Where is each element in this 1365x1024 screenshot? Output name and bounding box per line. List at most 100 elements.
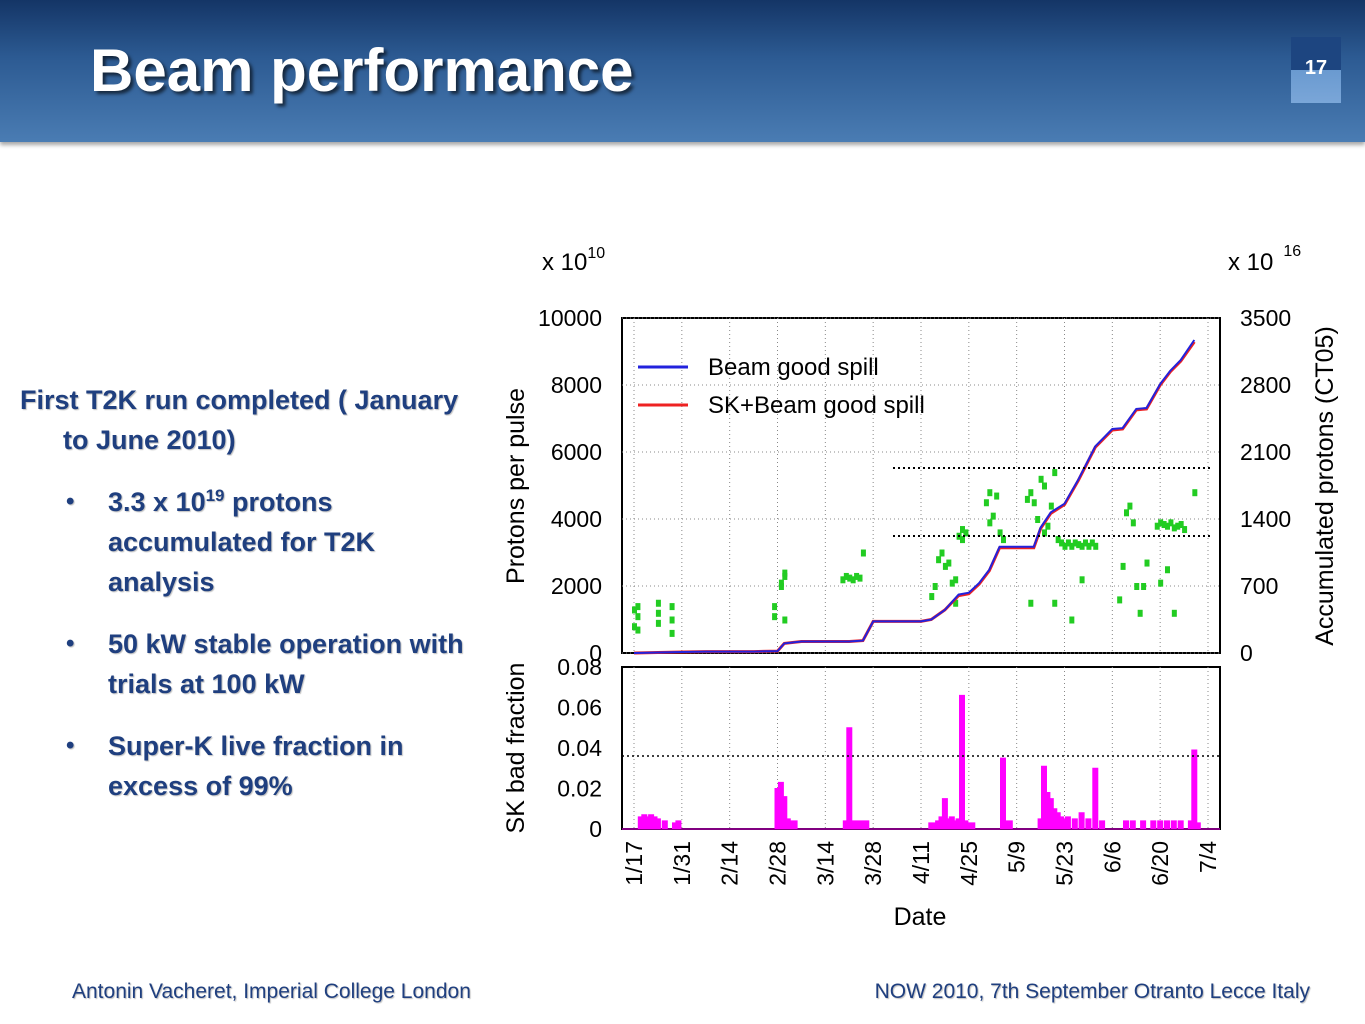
ppp-point [1120, 562, 1126, 570]
date-tick-label: 3/28 [860, 841, 886, 886]
date-tick-label: 4/11 [908, 841, 934, 884]
ppp-point [782, 569, 788, 577]
ppp-point [1182, 526, 1188, 534]
ppp-point [1042, 529, 1047, 537]
ppp-point [1171, 609, 1177, 617]
ppp-point [1144, 559, 1150, 567]
date-tick-label: 2/14 [717, 841, 743, 886]
ppp-point [840, 576, 846, 584]
ppp-point [857, 574, 863, 582]
ppp-point [1171, 524, 1177, 532]
ppp-point [655, 609, 661, 617]
sk-y-axis-label: SK bad fraction [502, 663, 530, 834]
ppp-point [1086, 542, 1092, 550]
ppp-point [994, 492, 1000, 500]
y2-tick-label: 3500 [1240, 305, 1291, 331]
y-tick-label: 4000 [551, 506, 602, 532]
bullet-text: Super-K live fraction in excess of 99% [108, 731, 404, 801]
ppp-point [929, 593, 935, 601]
bullet-dot-icon: • [66, 488, 75, 515]
ppp-point [1168, 519, 1174, 527]
ppp-point [942, 562, 948, 570]
ppp-point [1079, 542, 1085, 550]
y-multiplier-base: x 10 [542, 249, 587, 276]
ppp-point [990, 512, 996, 520]
date-tick-label: 4/25 [956, 841, 982, 886]
ppp-point [1062, 542, 1068, 550]
ppp-point [1042, 482, 1047, 490]
ppp-point [635, 613, 641, 621]
ppp-point [936, 556, 942, 564]
y2-tick-label: 2100 [1240, 439, 1291, 465]
ppp-point [1035, 516, 1041, 523]
y2-multiplier-base: x 10 [1228, 249, 1273, 276]
ppp-point [1127, 502, 1133, 510]
ppp-point [1079, 576, 1085, 584]
ppp-point [778, 579, 784, 587]
ppp-point [1165, 522, 1170, 530]
ppp-point [987, 519, 993, 527]
ppp-point [997, 529, 1003, 537]
y-tick-label: 0 [589, 640, 602, 666]
ppp-point [655, 619, 661, 627]
ppp-point [949, 579, 955, 587]
bullet-text: 50 kW stable operation with trials at 10… [108, 629, 464, 699]
date-tick-label: 1/17 [621, 841, 647, 886]
ppp-point [1161, 521, 1167, 529]
date-tick-label: 2/28 [765, 841, 791, 886]
y-multiplier-exp: 10 [587, 245, 605, 262]
ppp-point [932, 583, 938, 590]
y-tick-label: 10000 [538, 305, 602, 331]
ppp-point [1093, 542, 1099, 550]
ppp-point [669, 603, 675, 611]
beam-good-spill-line [633, 339, 1196, 654]
ppp-point [1045, 522, 1051, 530]
ppp-point [635, 603, 641, 611]
ppp-point [1137, 609, 1143, 617]
ppp-point [669, 629, 675, 637]
sk-bad-fraction-panel: 00.020.040.060.08 SK bad fraction 1/17 1/… [502, 654, 1221, 931]
ppp-point [1028, 599, 1034, 607]
y-tick-label: 2000 [551, 573, 602, 599]
bullet-item: • Super-K live fraction in excess of 99% [20, 726, 480, 806]
ppp-point [1059, 539, 1065, 547]
sk-y-tick-label: 0.06 [557, 695, 602, 721]
ppp-point [1083, 539, 1088, 547]
ppp-point [1154, 522, 1160, 530]
slide-header [0, 0, 1365, 142]
y2-multiplier-exp: 16 [1283, 243, 1301, 260]
sk-y-tick-labels: 0 0.02 0.04 0.06 0.08 [557, 654, 602, 842]
sk-y-tick-label: 0.08 [557, 654, 602, 680]
date-tick-label: 7/4 [1195, 841, 1221, 873]
ppp-point [1192, 489, 1198, 497]
ppp-point [854, 572, 860, 580]
ppp-point [1001, 536, 1006, 544]
date-tick-label: 5/9 [1004, 841, 1030, 873]
ppp-point [782, 616, 788, 624]
accumulated-y-tick-labels: 0 700 1400 2100 2800 3500 [1240, 305, 1291, 666]
ppp-point [1048, 502, 1054, 510]
slide-title: Beam performance [90, 37, 634, 104]
date-tick-labels: 1/17 1/31 2/14 2/28 3/14 3/28 4/11 4/25 5/9 5/23 6… [621, 841, 1221, 886]
ppp-point [1178, 521, 1184, 529]
bullet-item: • 50 kW stable operation with trials at … [20, 624, 480, 704]
ppp-point [946, 559, 952, 567]
ppp-point [1072, 539, 1078, 547]
ppp-point [772, 603, 778, 611]
ppp-point [1052, 599, 1058, 607]
ppp-point [960, 526, 965, 534]
date-tick-label: 3/14 [812, 841, 838, 886]
ppp-point [850, 576, 856, 584]
ppp-point [1052, 469, 1058, 477]
legend: Beam good spill SK+Beam good spill [638, 354, 925, 419]
ppp-point [1134, 583, 1140, 590]
ppp-point [1028, 489, 1034, 497]
ppp-point [1124, 509, 1129, 517]
sk-grid [633, 667, 1209, 829]
ppp-point [939, 549, 945, 557]
ppp-point [1117, 596, 1123, 604]
date-tick-label: 5/23 [1052, 841, 1078, 886]
bullet-text: 3.3 x 10 [108, 487, 206, 517]
slide-body: First T2K run completed ( January to Jun… [20, 380, 480, 806]
protons-panel: 0 2000 4000 6000 8000 10000 0 700 1400 2100 2800 3… [502, 243, 1339, 666]
